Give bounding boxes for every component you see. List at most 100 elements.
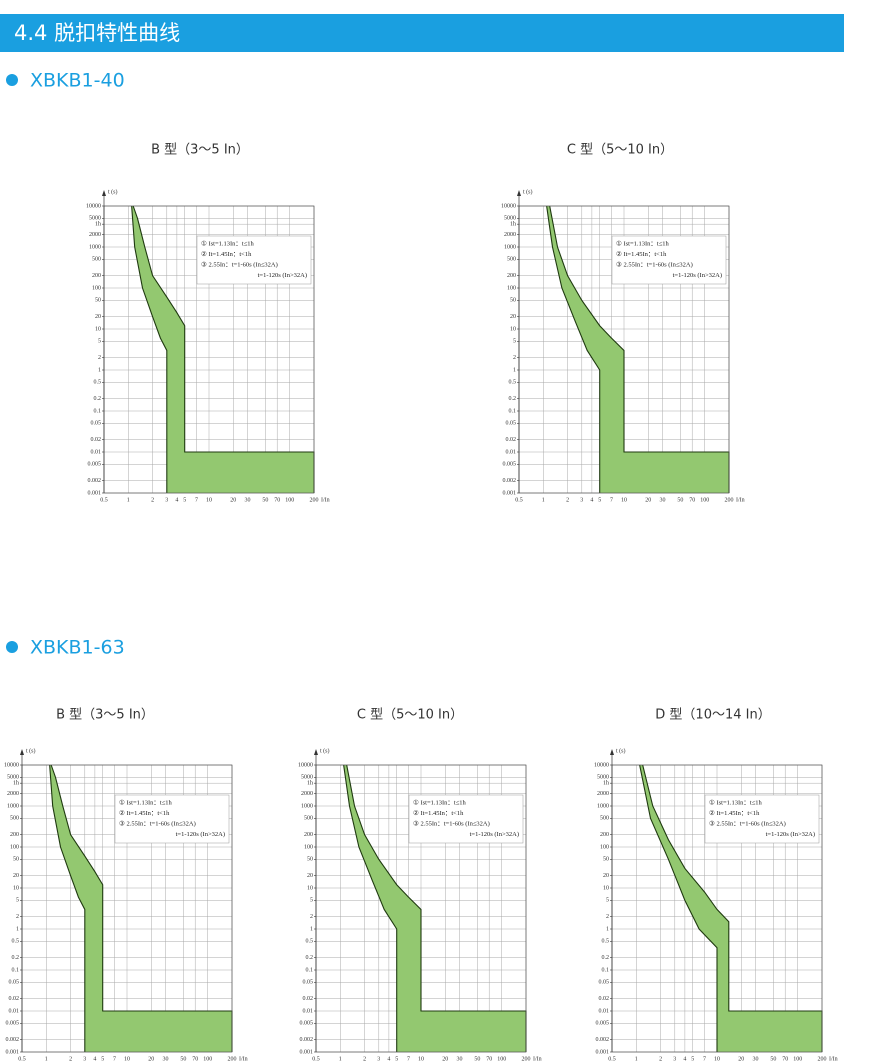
y-tick-label: 20 — [13, 873, 19, 879]
y-tick-label: 500 — [600, 816, 609, 822]
trip-band — [131, 206, 314, 493]
y-axis-label: t (s) — [320, 747, 330, 754]
trip-band — [639, 765, 822, 1052]
trip-curve — [50, 764, 233, 1052]
x-tick-label: 1 — [339, 1056, 342, 1062]
bullet — [6, 641, 18, 653]
chart-title: C 型（5～10 In） — [357, 708, 463, 723]
y-tick-label: 2 — [310, 914, 313, 920]
x-tick-label: 1 — [635, 1056, 638, 1062]
x-tick-label: 5 — [691, 1056, 694, 1062]
y-tick-label: 0.01 — [599, 1008, 610, 1014]
x-tick-label: 0.5 — [18, 1056, 26, 1062]
y-tick-label: 0.005 — [6, 1021, 20, 1027]
x-tick-label: 2 — [363, 1056, 366, 1062]
chart-title: D 型（10～14 In） — [655, 708, 770, 723]
y-tick-label: 0.2 — [94, 396, 102, 402]
y-tick-label: 10000 — [298, 762, 313, 768]
y-tick-label: 5 — [606, 898, 609, 904]
chart-title: B 型（3～5 In） — [56, 708, 154, 723]
y-tick-label: 500 — [10, 816, 19, 822]
y-tick-label: 0.5 — [94, 380, 102, 386]
y-tick-label: 2000 — [7, 791, 19, 797]
annotation: ③ 2.55In：t=1-60s (In≤32A) — [709, 819, 786, 827]
x-tick-label: 0.5 — [312, 1056, 320, 1062]
x-tick-label: 4 — [93, 1056, 96, 1062]
y-tick-label: 50 — [603, 857, 609, 863]
y-tick-label: 1 — [606, 926, 609, 932]
y-tick-label: 0.2 — [12, 955, 20, 961]
y-tick-label: 1000 — [504, 244, 516, 250]
y-tick-label: 200 — [600, 832, 609, 838]
trip-curve — [642, 764, 823, 1052]
x-tick-label: 4 — [590, 497, 593, 503]
x-tick-label: 200 — [725, 497, 734, 503]
y-tick-label: 5 — [513, 339, 516, 345]
y-tick-label: 0.05 — [91, 421, 102, 427]
y-axis-label: t (s) — [108, 188, 118, 195]
y-axis-label: t (s) — [616, 747, 626, 754]
y-tick-label: 1h — [603, 781, 609, 787]
x-tick-label: 50 — [262, 497, 268, 503]
y-tick-label: 1 — [513, 367, 516, 373]
x-tick-label: 30 — [660, 497, 666, 503]
trip-curve — [343, 764, 398, 1052]
y-tick-label: 10 — [13, 885, 19, 891]
y-tick-label: 0.002 — [300, 1037, 314, 1043]
y-tick-label: 50 — [510, 298, 516, 304]
y-tick-label: 0.02 — [506, 437, 517, 443]
x-tick-label: 10 — [621, 497, 627, 503]
x-axis-label: I/In — [829, 1056, 838, 1062]
y-tick-label: 500 — [507, 257, 516, 263]
x-tick-label: 7 — [113, 1056, 116, 1062]
y-tick-label: 0.005 — [88, 462, 102, 468]
y-tick-label: 0.5 — [509, 380, 517, 386]
y-tick-label: 0.02 — [91, 437, 102, 443]
y-tick-label: 100 — [600, 844, 609, 850]
x-tick-label: 20 — [230, 497, 236, 503]
y-tick-label: 0.01 — [9, 1008, 20, 1014]
trip-curve — [131, 205, 168, 493]
y-tick-label: 500 — [92, 257, 101, 263]
x-tick-label: 3 — [83, 1056, 86, 1062]
trip-band — [343, 765, 526, 1052]
y-tick-label: 20 — [510, 314, 516, 320]
x-tick-label: 30 — [245, 497, 251, 503]
y-tick-label: 1h — [95, 222, 101, 228]
annotation: ① Ist=1.13In：t≤1h — [709, 798, 763, 806]
y-axis-label: t (s) — [523, 188, 533, 195]
y-tick-label: 100 — [92, 285, 101, 291]
x-tick-label: 7 — [195, 497, 198, 503]
x-tick-label: 100 — [497, 1056, 506, 1062]
y-tick-label: 5 — [16, 898, 19, 904]
trip-curve — [639, 764, 718, 1052]
x-tick-label: 4 — [175, 497, 178, 503]
y-tick-label: 0.05 — [506, 421, 517, 427]
y-tick-label: 0.5 — [12, 939, 20, 945]
y-tick-label: 10000 — [501, 203, 516, 209]
y-tick-label: 0.01 — [91, 449, 102, 455]
y-tick-label: 1 — [98, 367, 101, 373]
y-tick-label: 0.1 — [509, 408, 517, 414]
x-tick-label: 100 — [285, 497, 294, 503]
legend-box — [196, 235, 312, 285]
y-tick-label: 100 — [10, 844, 19, 850]
x-tick-label: 20 — [645, 497, 651, 503]
y-tick-label: 0.01 — [303, 1008, 314, 1014]
x-tick-label: 2 — [566, 497, 569, 503]
trip-curve — [49, 764, 86, 1052]
x-tick-label: 2 — [659, 1056, 662, 1062]
x-tick-label: 70 — [192, 1056, 198, 1062]
y-tick-label: 1000 — [89, 244, 101, 250]
header-bar — [0, 14, 844, 52]
x-tick-label: 100 — [793, 1056, 802, 1062]
x-tick-label: 50 — [770, 1056, 776, 1062]
annotation: t=1-120s (In>32A) — [176, 831, 225, 838]
y-tick-label: 2 — [16, 914, 19, 920]
y-tick-label: 0.005 — [596, 1021, 610, 1027]
annotation: t=1-120s (In>32A) — [470, 831, 519, 838]
annotation: t=1-120s (In>32A) — [766, 831, 815, 838]
y-tick-label: 5 — [98, 339, 101, 345]
